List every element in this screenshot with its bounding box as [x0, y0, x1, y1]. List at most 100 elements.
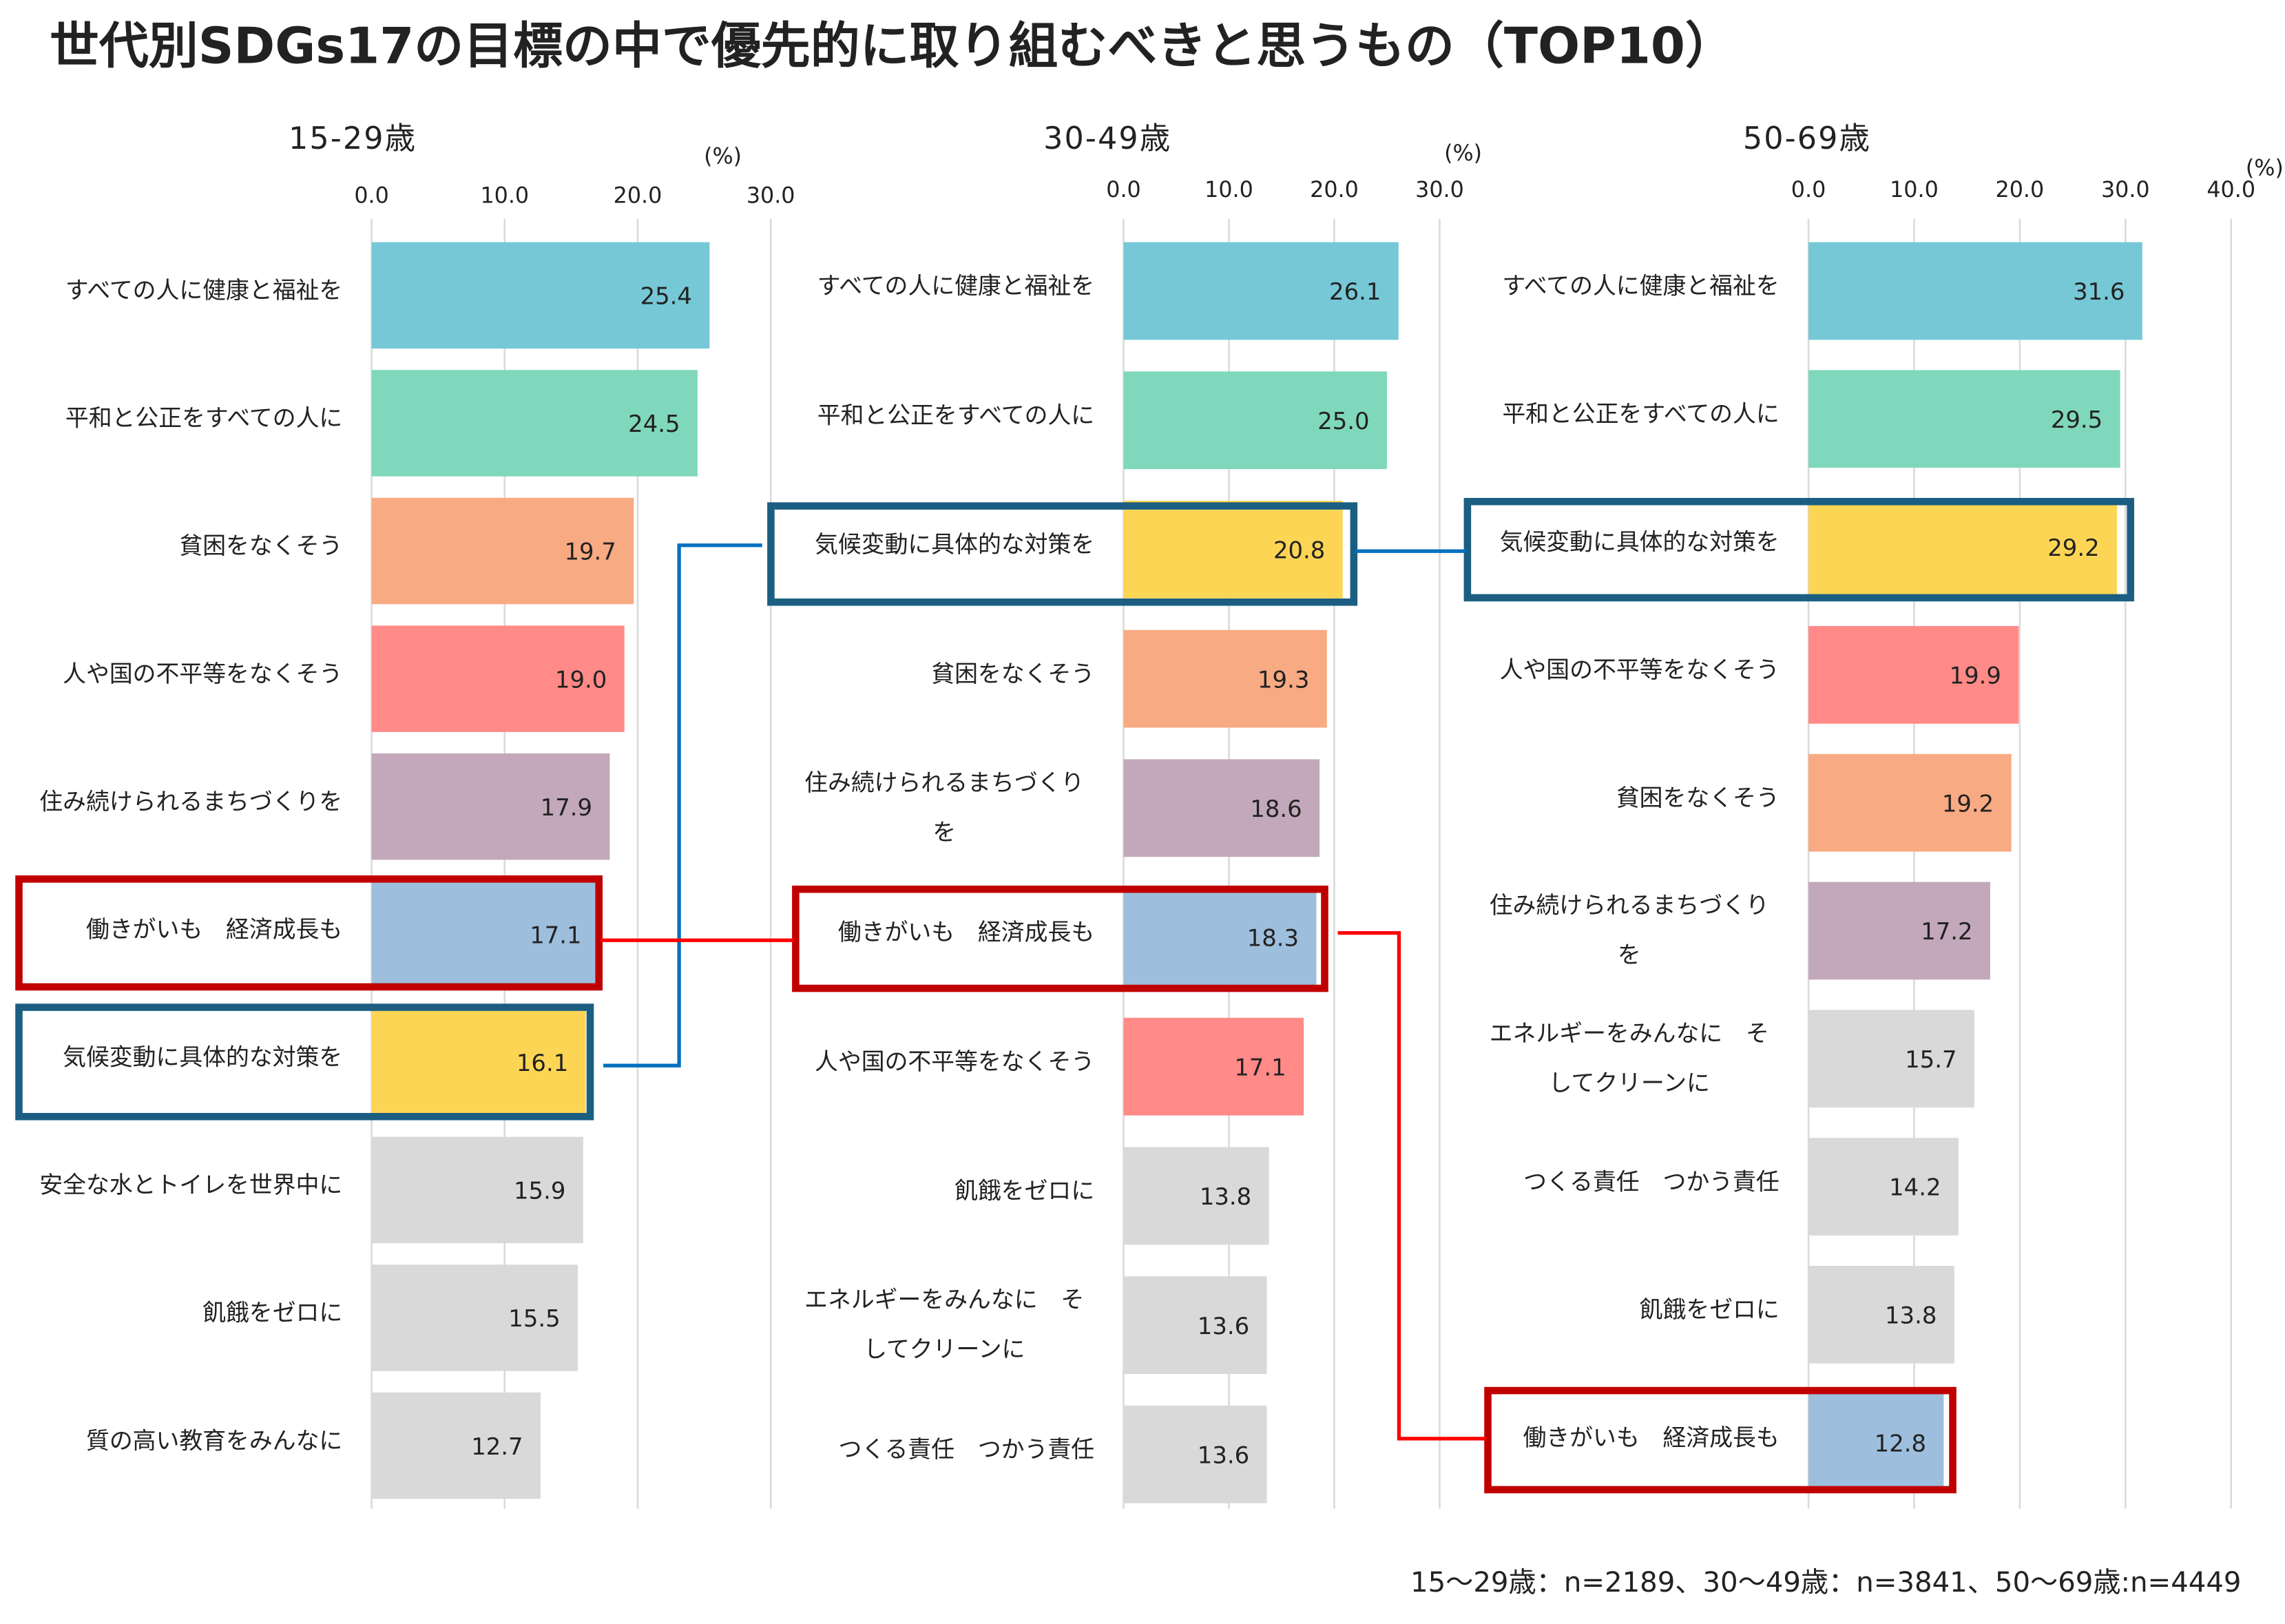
value-label: 19.2 [1942, 790, 1994, 817]
category-label: つくる責任 つかう責任 [839, 1436, 1095, 1463]
value-label: 18.6 [1250, 795, 1302, 822]
tick-label: 20.0 [1310, 178, 1359, 202]
value-label: 17.2 [1921, 918, 1972, 945]
category-label: エネルギーをみんなに そしてクリーンに [1490, 1020, 1769, 1096]
bar [371, 1009, 586, 1116]
category-label: すべての人に健康と福祉を [817, 273, 1094, 300]
bar [371, 625, 625, 732]
bar [1123, 1017, 1304, 1116]
value-label: 13.8 [1885, 1302, 1937, 1329]
bar [371, 753, 610, 860]
bar [1808, 625, 2019, 724]
category-label: 住み続けられるまちづくりを [1490, 892, 1769, 968]
connector-climate-1 [603, 543, 762, 1068]
bar [1123, 1405, 1267, 1503]
category-label: 働きがいも 経済成長も [86, 916, 342, 943]
value-label: 29.2 [2047, 534, 2099, 561]
bar [1808, 1265, 1954, 1364]
unit-label: (%) [1444, 141, 1482, 166]
value-label: 16.1 [517, 1050, 568, 1076]
category-label: 平和と公正をすべての人に [1502, 401, 1779, 428]
tick-label: 0.0 [1791, 178, 1826, 202]
bar [1123, 242, 1399, 340]
bar [1808, 1138, 1959, 1236]
panel-3: 50-69歳 (%) 0.0 10.0 20.0 30.0 40.0 31.6 すべての人に健康… [1490, 121, 2284, 1509]
value-label: 15.9 [514, 1178, 565, 1205]
tick-label: 0.0 [354, 183, 388, 208]
bar [1123, 759, 1320, 857]
panel-title: 50-69歳 [1743, 121, 1871, 156]
category-label: 飢餓をゼロに [202, 1300, 342, 1326]
category-label: 人や国の不平等をなくそう [815, 1048, 1094, 1075]
bar [1808, 753, 2012, 852]
bar [1808, 242, 2142, 340]
value-label: 12.8 [1875, 1430, 1926, 1457]
panel-1: 15-29歳 (%) 0.0 10.0 20.0 30.0 25.4 すべての人に健康と福祉を… [39, 121, 795, 1509]
value-label: 13.6 [1198, 1441, 1249, 1468]
category-label: つくる責任 つかう責任 [1523, 1168, 1780, 1195]
bar [371, 497, 634, 605]
category-label: 気候変動に具体的な対策を [815, 531, 1094, 558]
value-label: 17.1 [1234, 1054, 1286, 1081]
value-label: 19.3 [1258, 666, 1309, 693]
value-label: 19.9 [1950, 663, 2001, 689]
tick-label: 20.0 [614, 183, 662, 208]
tick-label: 30.0 [1415, 178, 1464, 202]
bar [1808, 1010, 1974, 1108]
category-label: 飢餓をゼロに [954, 1178, 1094, 1205]
highlight-box-work-15-29 [15, 875, 603, 991]
value-label: 31.6 [2073, 278, 2125, 305]
value-label: 15.5 [508, 1305, 560, 1332]
highlight-box-climate-30-49 [767, 502, 1358, 606]
tick-label: 30.0 [2101, 178, 2150, 202]
highlight-box-climate-15-29 [15, 1003, 594, 1121]
bar [371, 881, 599, 988]
tick-label: 10.0 [1890, 178, 1939, 202]
highlight-box-work-50-69 [1484, 1386, 1957, 1494]
category-label: 人や国の不平等をなくそう [63, 660, 342, 687]
bar [1808, 370, 2120, 468]
panel-2: 30-49歳 (%) 0.0 10.0 20.0 30.0 26.1 すべての人に健康と福祉を… [804, 121, 1482, 1509]
category-label: 平和と公正をすべての人に [817, 402, 1094, 428]
category-label: 貧困をなくそう [931, 660, 1094, 687]
category-label: 貧困をなくそう [179, 532, 342, 559]
panel-title: 15-29歳 [289, 121, 417, 156]
bar [371, 1392, 541, 1499]
tick-label: 40.0 [2206, 178, 2255, 202]
tick-label: 0.0 [1106, 178, 1140, 202]
bar [1123, 371, 1387, 470]
category-label: 貧困をなくそう [1616, 784, 1780, 811]
value-label: 13.8 [1200, 1183, 1251, 1210]
category-label: 住み続けられるまちづくりを [804, 769, 1084, 846]
value-label: 13.6 [1198, 1313, 1249, 1340]
tick-label: 10.0 [1204, 178, 1253, 202]
highlight-box-work-30-49 [792, 885, 1328, 992]
bar [1123, 501, 1343, 598]
category-label: 気候変動に具体的な対策を [63, 1044, 342, 1071]
value-label: 25.4 [640, 283, 692, 310]
connector-work-2 [1337, 930, 1487, 1441]
bar [1808, 498, 2118, 596]
tick-label: 20.0 [1996, 178, 2045, 202]
value-label: 17.9 [541, 794, 592, 821]
bar [1123, 1147, 1269, 1245]
value-label: 15.7 [1905, 1046, 1957, 1073]
tick-label: 10.0 [480, 183, 529, 208]
bar [371, 1136, 583, 1244]
category-label: 飢餓をゼロに [1640, 1296, 1780, 1323]
bar [1808, 882, 1990, 980]
category-label: すべての人に健康と福祉を [1502, 273, 1779, 300]
value-label: 29.5 [2051, 406, 2103, 433]
bar [1123, 888, 1317, 986]
bar [1808, 1393, 1944, 1492]
category-label: 平和と公正をすべての人に [65, 405, 342, 432]
category-label: エネルギーをみんなに そしてクリーンに [804, 1287, 1084, 1363]
value-label: 25.0 [1317, 408, 1369, 435]
value-label: 24.5 [628, 410, 680, 437]
highlight-box-climate-50-69 [1463, 497, 2134, 602]
value-label: 26.1 [1329, 278, 1381, 305]
unit-label: (%) [2246, 156, 2284, 180]
tick-label: 30.0 [747, 183, 795, 208]
value-label: 19.7 [564, 539, 616, 565]
